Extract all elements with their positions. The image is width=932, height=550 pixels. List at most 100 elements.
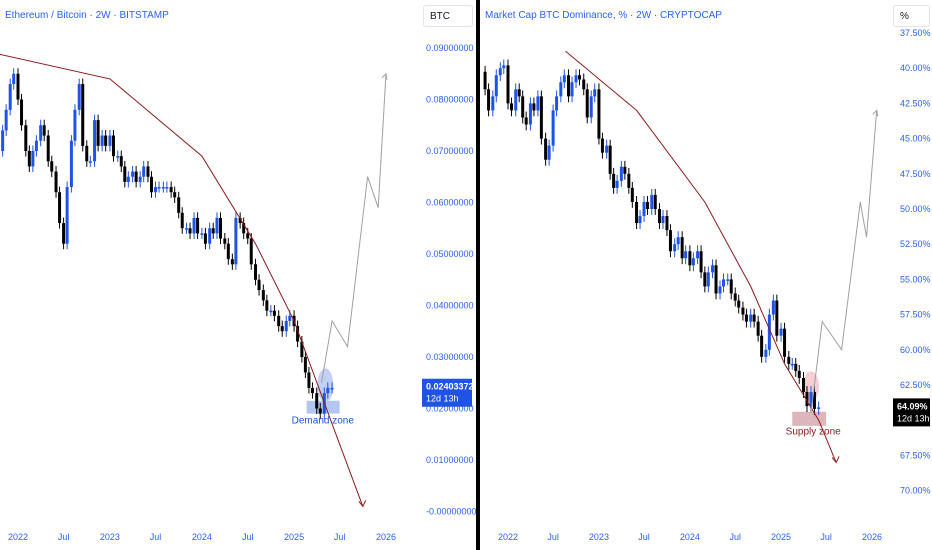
candle-body bbox=[134, 171, 138, 182]
btc-dominance-chart-pane[interactable]: Market Cap BTC Dominance, % · 2W · CRYPT… bbox=[480, 0, 932, 550]
candle-body bbox=[657, 209, 661, 224]
candle-body bbox=[27, 151, 31, 167]
x-tick-label: Jul bbox=[242, 532, 254, 542]
candle-body bbox=[303, 357, 307, 373]
candle-body bbox=[574, 75, 578, 83]
candle-body bbox=[310, 387, 314, 394]
candle-body bbox=[77, 84, 81, 110]
candle-body bbox=[559, 82, 563, 97]
candle-body bbox=[93, 120, 97, 162]
trend-arc bbox=[0, 53, 364, 507]
candle-body bbox=[238, 217, 242, 224]
candle-body bbox=[300, 341, 304, 357]
projection-arrowhead bbox=[872, 109, 879, 117]
demand-zone-label: Demand zone bbox=[292, 415, 355, 426]
candle-body bbox=[729, 279, 733, 294]
candle-body bbox=[646, 201, 650, 209]
candle-body bbox=[760, 335, 764, 357]
candle-body bbox=[142, 166, 146, 177]
y-tick-label: 42.50% bbox=[900, 98, 931, 108]
candle-body bbox=[223, 238, 227, 244]
candle-body bbox=[514, 89, 518, 111]
candle-body bbox=[635, 201, 639, 224]
candle-body bbox=[200, 233, 204, 235]
candle-body bbox=[661, 216, 665, 224]
candle-body bbox=[718, 286, 722, 294]
candle-body bbox=[126, 176, 130, 182]
trend-arc bbox=[565, 50, 837, 463]
candle-body bbox=[219, 217, 223, 239]
candle-body bbox=[562, 75, 566, 83]
candle-body bbox=[123, 166, 127, 182]
unit-selector[interactable]: % bbox=[893, 5, 930, 27]
candle-body bbox=[567, 75, 571, 97]
x-tick-label: Jul bbox=[820, 532, 832, 542]
candle-body bbox=[108, 135, 112, 146]
candle-body bbox=[116, 156, 120, 158]
y-tick-label: 50.00% bbox=[900, 204, 931, 214]
candle-body bbox=[653, 194, 657, 209]
candle-body bbox=[246, 233, 250, 239]
candle-body bbox=[722, 279, 726, 287]
candle-body bbox=[177, 197, 181, 213]
candle-body bbox=[608, 145, 612, 174]
candle-body bbox=[242, 223, 246, 234]
price-label: 0.02403372 bbox=[426, 382, 474, 392]
chart-title: Market Cap BTC Dominance, % · 2W · CRYPT… bbox=[485, 10, 722, 21]
candle-body bbox=[706, 272, 710, 287]
candle-body bbox=[149, 176, 153, 193]
candle-body bbox=[691, 258, 695, 266]
candle-body bbox=[703, 272, 707, 287]
x-tick-label: 2022 bbox=[8, 532, 28, 542]
candle-body bbox=[752, 314, 756, 322]
pane-divider[interactable] bbox=[476, 0, 480, 550]
candle-body bbox=[100, 135, 104, 146]
candle-body bbox=[34, 140, 38, 151]
candle-body bbox=[517, 89, 521, 97]
candle-body bbox=[673, 244, 677, 252]
y-tick-label: 37.50% bbox=[900, 28, 931, 38]
candle-body bbox=[612, 173, 616, 188]
candle-body bbox=[756, 321, 760, 336]
arc-arrowhead bbox=[831, 456, 840, 464]
candle-body bbox=[284, 320, 288, 332]
y-tick-label: 0.05000000 bbox=[426, 249, 474, 259]
candle-body bbox=[627, 173, 631, 188]
candle-body bbox=[54, 171, 58, 193]
candle-body bbox=[733, 293, 737, 301]
unit-selector[interactable]: BTC bbox=[423, 5, 473, 27]
candle-body bbox=[539, 96, 543, 139]
candle-body bbox=[257, 279, 261, 291]
candle-body bbox=[771, 300, 775, 315]
y-tick-label: 57.50% bbox=[900, 310, 931, 320]
y-tick-label: 0.08000000 bbox=[426, 95, 474, 105]
candle-body bbox=[509, 103, 513, 111]
candle-body bbox=[62, 223, 66, 244]
candle-body bbox=[630, 187, 634, 202]
candle-body bbox=[138, 176, 142, 182]
candle-body bbox=[605, 145, 609, 153]
candle-body bbox=[536, 96, 540, 111]
eth-btc-chart-canvas[interactable]: 0.09000000 0.08000000 0.07000000 0.06000000… bbox=[0, 0, 476, 550]
candle-body bbox=[688, 251, 692, 266]
candle-body bbox=[234, 217, 238, 265]
candle-body bbox=[307, 372, 311, 388]
candle-body bbox=[188, 228, 192, 234]
candle-body bbox=[491, 96, 495, 111]
candle-body bbox=[794, 363, 798, 371]
btc-dominance-chart-canvas[interactable]: 37.50% 40.00% 42.50% 45.00% 47.50% 50.00% 52.5… bbox=[480, 0, 932, 550]
chart-title: Ethereum / Bitcoin · 2W · BITSTAMP bbox=[5, 10, 169, 21]
x-tick-label: Jul bbox=[334, 532, 346, 542]
eth-btc-chart-pane[interactable]: Ethereum / Bitcoin · 2W · BITSTAMP BTC 0… bbox=[0, 0, 476, 550]
candle-body bbox=[668, 230, 672, 252]
candle-body bbox=[502, 65, 506, 69]
price-label: 64.09% bbox=[897, 401, 928, 411]
candle-body bbox=[764, 349, 768, 357]
x-tick-label: 2026 bbox=[376, 532, 396, 542]
supply-zone-label: Supply zone bbox=[786, 426, 841, 437]
candle-body bbox=[555, 96, 559, 111]
y-tick-label: 45.00% bbox=[900, 134, 931, 144]
candle-body bbox=[680, 237, 684, 259]
candle-body bbox=[494, 75, 498, 97]
candle-body bbox=[277, 315, 281, 327]
